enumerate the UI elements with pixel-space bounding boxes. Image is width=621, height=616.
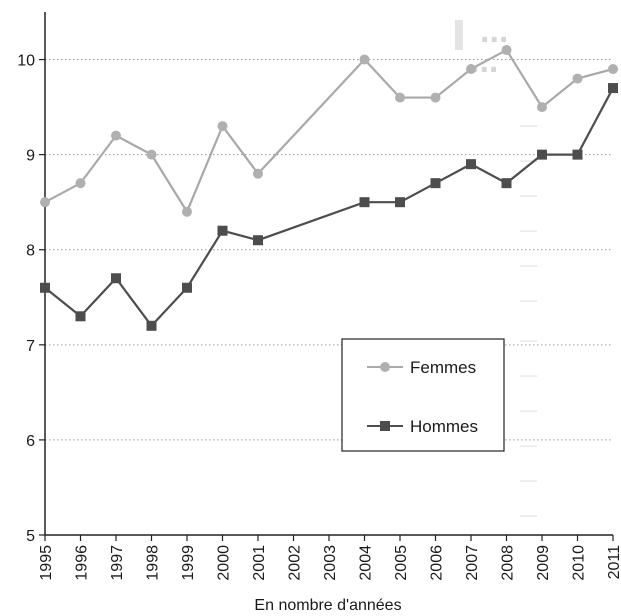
svg-text:—: —	[519, 400, 538, 419]
legend-femmes-marker	[380, 362, 390, 372]
data-point-hommes	[359, 197, 370, 208]
data-point-femmes	[572, 73, 583, 84]
data-point-hommes	[395, 197, 405, 208]
data-point-femmes	[466, 64, 476, 75]
legend-hommes-marker	[380, 421, 390, 431]
series-line-hommes	[44, 87, 614, 328]
data-point-femmes	[395, 92, 405, 103]
series-group	[40, 45, 618, 331]
data-point-femmes	[253, 168, 263, 179]
series-line-femmes	[44, 48, 614, 215]
data-point-hommes	[430, 178, 441, 189]
data-point-hommes	[501, 178, 512, 189]
x-tick-label: 2005	[393, 545, 410, 581]
y-tick-label: 8	[26, 243, 35, 260]
data-point-hommes	[217, 225, 228, 236]
data-point-hommes	[572, 149, 583, 160]
x-tick-label: 2007	[464, 545, 481, 581]
data-point-femmes	[608, 64, 618, 75]
svg-text:—: —	[519, 220, 538, 239]
y-tick-label: 9	[26, 148, 35, 165]
data-point-femmes	[182, 206, 192, 217]
data-point-femmes	[217, 121, 228, 132]
data-point-hommes	[111, 273, 121, 284]
x-tick-label: 2002	[287, 545, 304, 581]
data-point-hommes	[466, 159, 476, 170]
x-tick-label: 2000	[216, 545, 233, 581]
svg-text:...: ...	[480, 12, 508, 50]
x-tick-label: 2009	[535, 545, 552, 581]
data-point-hommes	[40, 282, 50, 293]
x-tick-label: 2004	[358, 545, 375, 581]
data-point-hommes	[182, 282, 192, 293]
data-point-femmes	[359, 54, 370, 65]
x-tick-label: 2010	[571, 545, 588, 581]
svg-text:—: —	[519, 365, 538, 384]
svg-text:—: —	[519, 290, 538, 309]
x-tick-label: 2011	[606, 545, 621, 580]
legend: Femmes Hommes	[341, 338, 505, 452]
x-tick-label: 2006	[429, 545, 446, 581]
svg-text:—: —	[519, 185, 538, 204]
legend-label-femmes: Femmes	[410, 358, 476, 377]
svg-text:—: —	[519, 505, 538, 524]
data-point-femmes	[40, 197, 50, 208]
gridlines	[45, 59, 613, 441]
x-tick-label: 2003	[322, 545, 339, 581]
x-tick-label: 1998	[145, 545, 162, 581]
x-tick-label: 1999	[180, 545, 197, 581]
y-axis-ticks: 5 6 7 8 9 10	[17, 53, 45, 545]
x-tick-label: 2008	[500, 545, 517, 581]
x-tick-label: 2001	[251, 545, 268, 581]
svg-text:—: —	[519, 330, 538, 349]
x-tick-label: 1995	[38, 545, 55, 581]
svg-text:—: —	[519, 255, 538, 274]
y-tick-label: 10	[17, 53, 35, 70]
data-point-femmes	[430, 92, 441, 103]
x-axis-ticks: 1995 1996 1997 1998 1999 2000 2001 2002 2003 2004…	[38, 535, 621, 581]
svg-text:—: —	[519, 115, 538, 134]
data-point-hommes	[608, 83, 618, 94]
data-point-femmes	[75, 178, 86, 189]
data-point-femmes	[537, 102, 547, 113]
data-point-hommes	[253, 235, 263, 246]
y-tick-label: 5	[26, 528, 35, 545]
x-tick-label: 1997	[109, 545, 126, 581]
legend-label-hommes: Hommes	[410, 417, 478, 436]
x-tick-label: 1996	[74, 545, 91, 581]
y-tick-label: 7	[26, 338, 35, 355]
svg-text:—: —	[519, 470, 538, 489]
data-point-femmes	[146, 149, 157, 160]
data-point-femmes	[501, 45, 512, 56]
x-axis-title: En nombre d'années	[254, 597, 401, 614]
data-point-hommes	[146, 320, 157, 331]
data-point-hommes	[537, 149, 547, 160]
data-point-femmes	[111, 130, 121, 141]
y-tick-label: 6	[26, 433, 35, 450]
data-point-hommes	[75, 311, 86, 322]
axes	[44, 12, 613, 536]
legend-box	[341, 338, 505, 452]
